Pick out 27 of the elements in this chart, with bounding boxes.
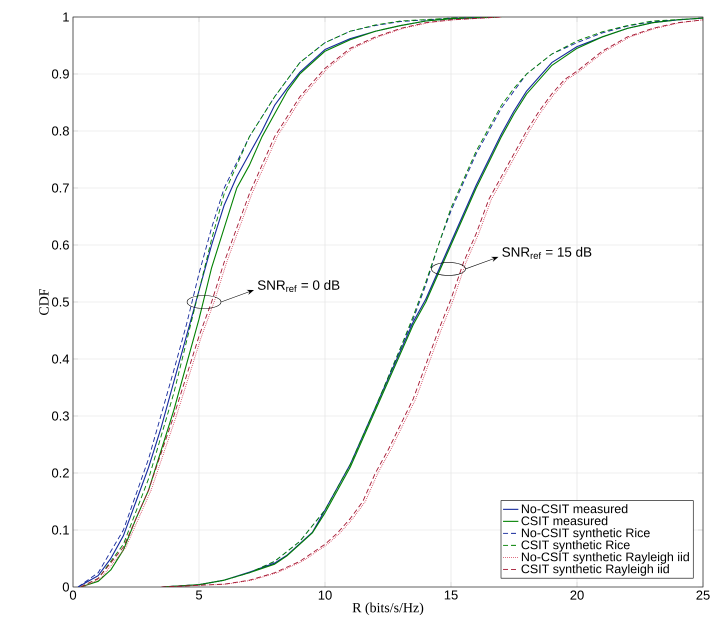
legend-label: CSIT synthetic Rayleigh iid (522, 564, 669, 576)
legend-label: No-CSIT measured (522, 504, 628, 514)
y-tick-label: 1 (63, 12, 69, 22)
x-axis-title: R (bits/s/Hz) (352, 602, 424, 616)
legend-label: No-CSIT synthetic Rice (522, 528, 650, 540)
y-tick-label: 0.1 (52, 525, 69, 535)
y-tick-label: 0 (62, 582, 69, 592)
y-tick-label: 0.8 (52, 126, 69, 136)
x-tick-label: 15 (444, 590, 458, 600)
x-tick-label: 0 (70, 590, 76, 600)
x-tick-label: 5 (196, 590, 202, 600)
y-tick-label: 0.3 (52, 411, 69, 421)
legend-label: No-CSIT synthetic Rayleigh iid (522, 552, 689, 564)
x-tick-label: 20 (570, 590, 584, 600)
annotation: SNR$_{ref}$ = 0 dB (258, 280, 340, 292)
y-axis-title: CDF (39, 288, 49, 315)
legend-label: CSIT measured (522, 516, 608, 526)
legend-label: CSIT synthetic Rice (522, 540, 630, 552)
x-tick-label: 25 (696, 590, 710, 600)
y-tick-label: 0.9 (52, 69, 69, 79)
y-tick-label: 0.6 (52, 240, 69, 250)
y-tick-label: 0.2 (52, 468, 69, 478)
y-tick-label: 0.4 (52, 354, 70, 364)
y-tick-label: 0.5 (52, 297, 69, 307)
annotation: SNR$_{ref}$ = 15 dB (502, 246, 592, 259)
x-tick-label: 10 (318, 590, 332, 600)
y-tick-label: 0.7 (52, 183, 69, 193)
